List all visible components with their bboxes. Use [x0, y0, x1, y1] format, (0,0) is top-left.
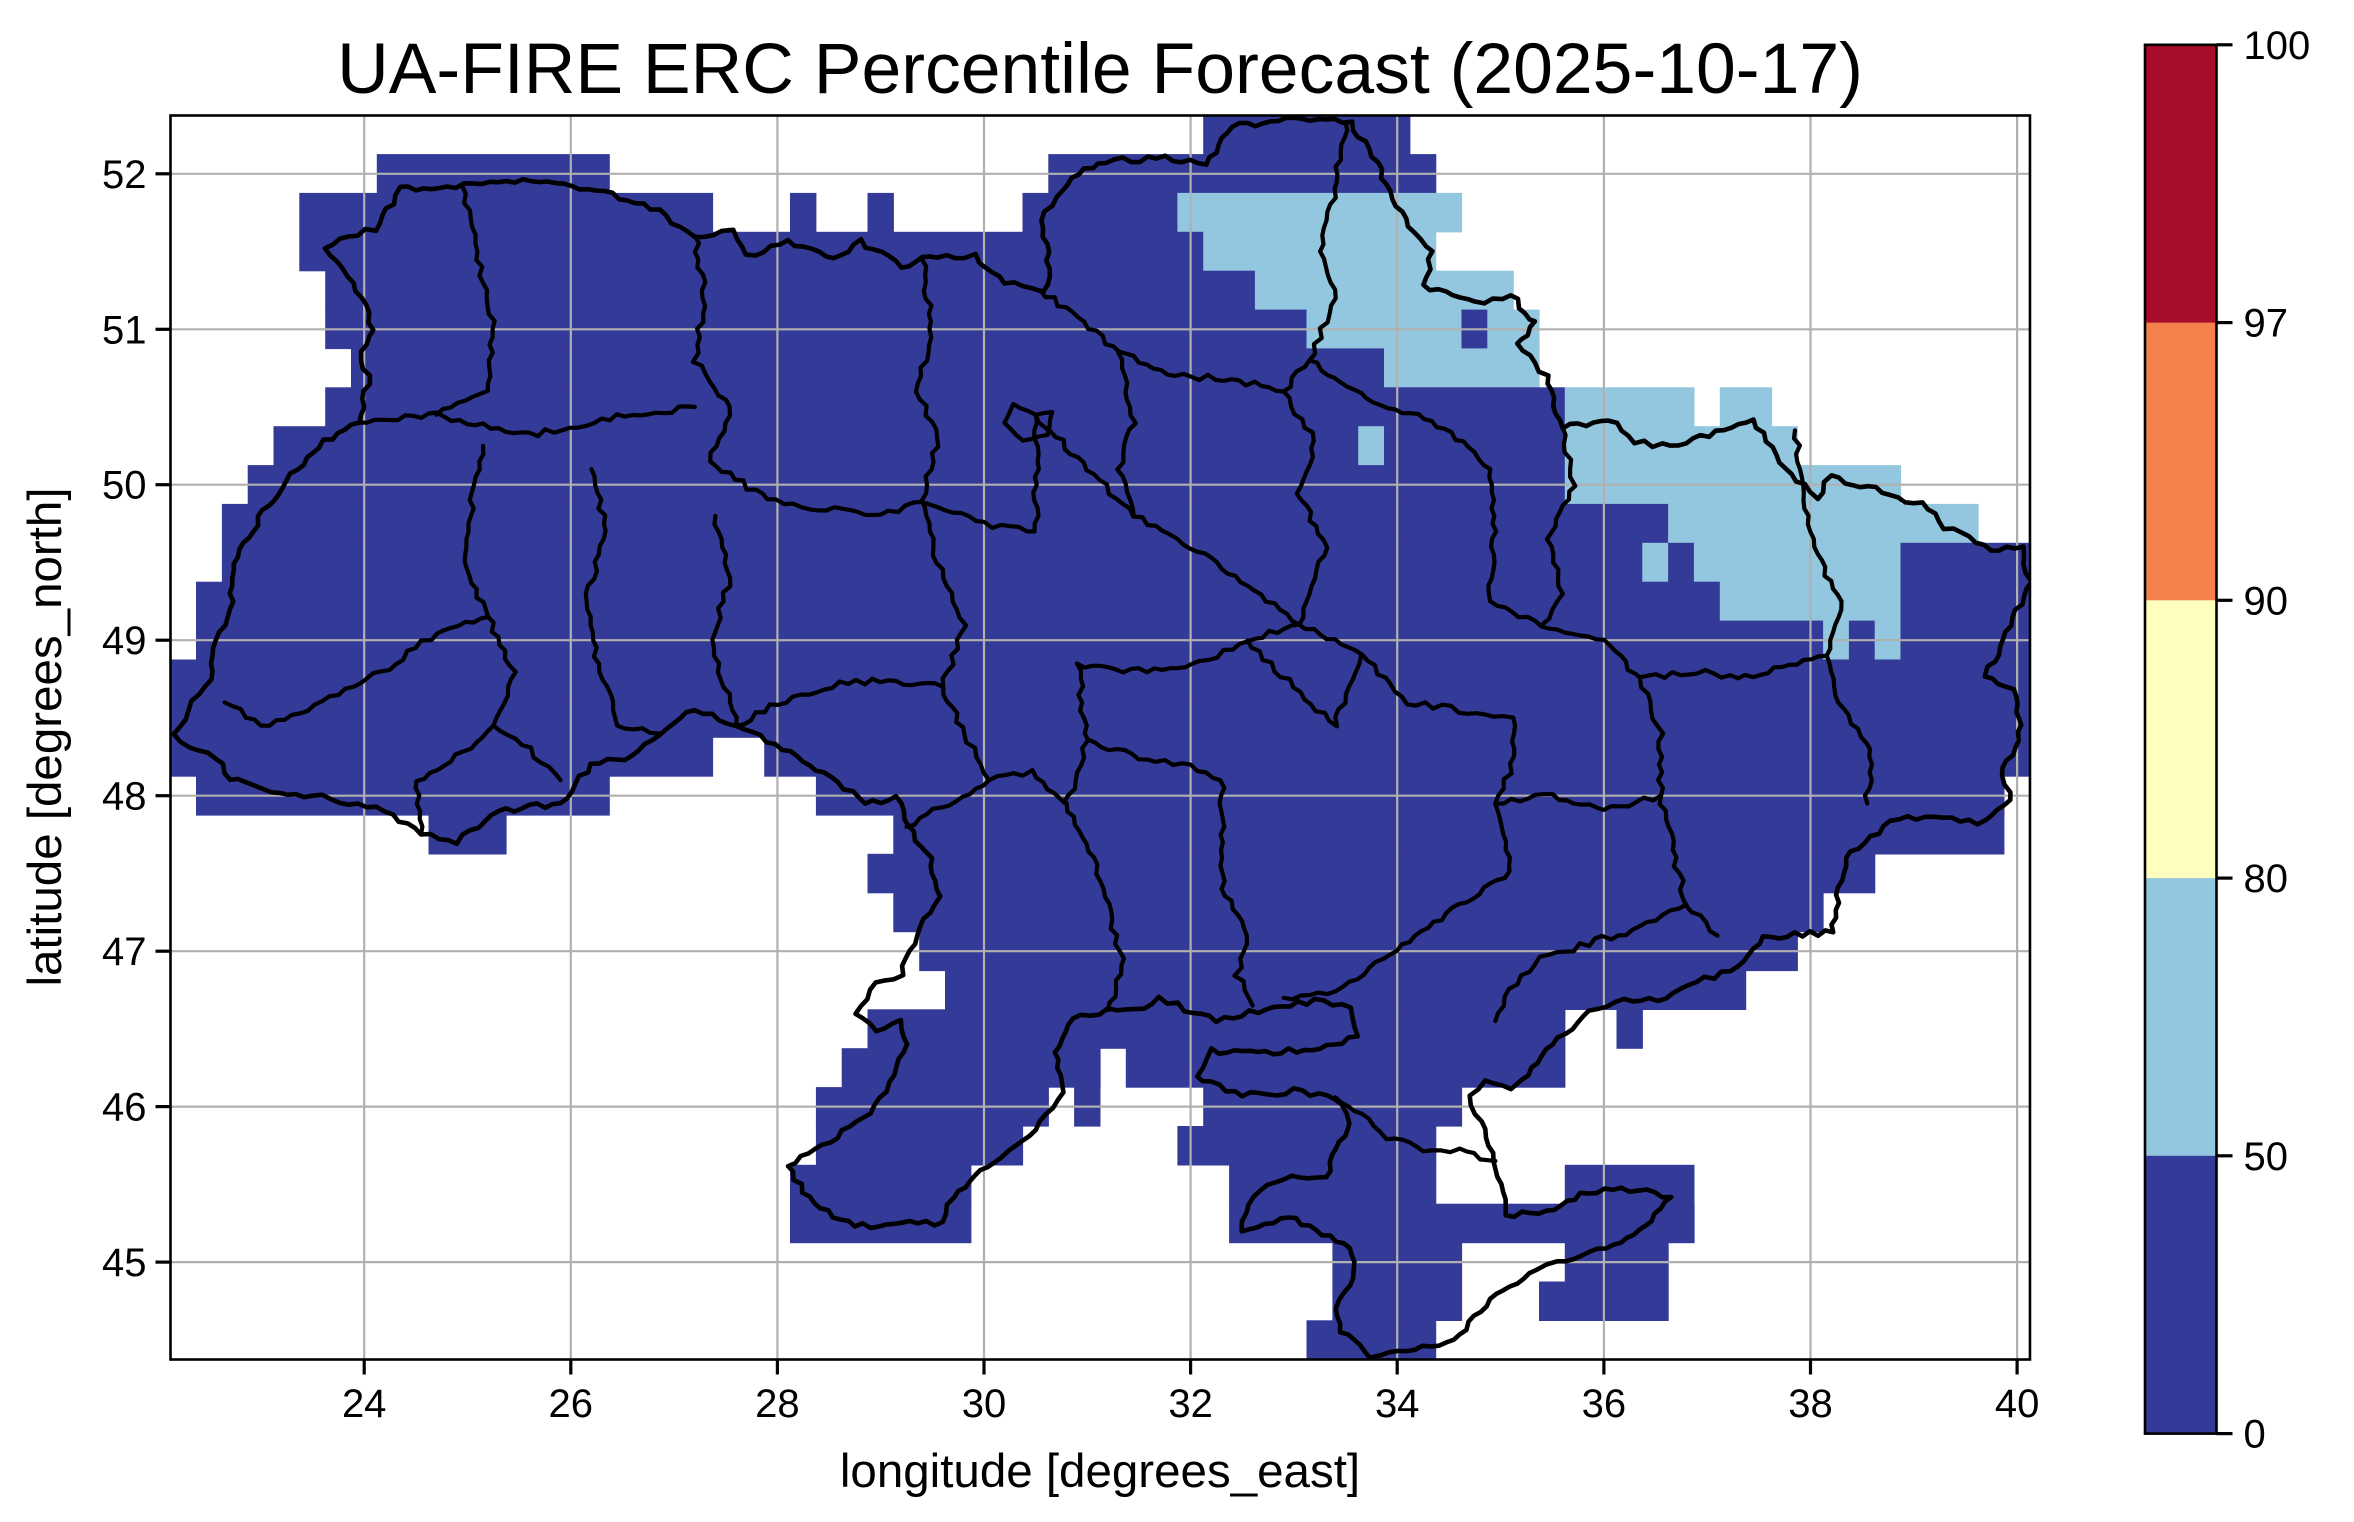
svg-text:90: 90 [2244, 579, 2289, 623]
svg-text:49: 49 [102, 619, 147, 663]
svg-text:45: 45 [102, 1241, 147, 1285]
svg-text:26: 26 [549, 1382, 594, 1426]
svg-text:32: 32 [1168, 1382, 1213, 1426]
svg-text:24: 24 [342, 1382, 387, 1426]
svg-text:50: 50 [102, 464, 147, 508]
svg-text:51: 51 [102, 308, 147, 352]
svg-text:38: 38 [1788, 1382, 1833, 1426]
svg-text:40: 40 [1995, 1382, 2040, 1426]
svg-text:36: 36 [1582, 1382, 1627, 1426]
svg-text:50: 50 [2244, 1135, 2289, 1179]
svg-text:97: 97 [2244, 302, 2289, 346]
svg-text:UA-FIRE ERC Percentile Forecas: UA-FIRE ERC Percentile Forecast (2025-10… [337, 29, 1863, 109]
svg-text:80: 80 [2244, 857, 2289, 901]
svg-text:latitude [degrees_north]: latitude [degrees_north] [19, 487, 72, 986]
svg-text:46: 46 [102, 1086, 147, 1130]
svg-text:0: 0 [2244, 1413, 2266, 1457]
svg-text:47: 47 [102, 930, 147, 974]
svg-text:100: 100 [2244, 24, 2311, 68]
svg-text:48: 48 [102, 775, 147, 819]
svg-text:30: 30 [962, 1382, 1007, 1426]
svg-text:28: 28 [755, 1382, 800, 1426]
svg-text:52: 52 [102, 153, 147, 197]
svg-text:longitude [degrees_east]: longitude [degrees_east] [840, 1445, 1360, 1498]
svg-text:34: 34 [1375, 1382, 1420, 1426]
